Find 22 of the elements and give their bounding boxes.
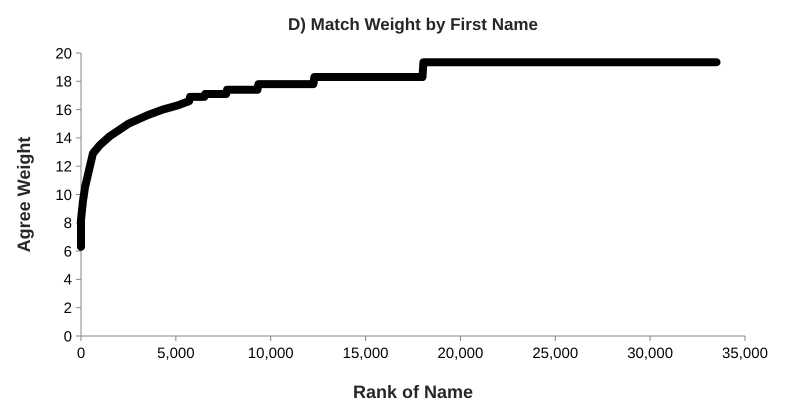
y-tick-label: 10 (55, 186, 72, 204)
y-tick-label: 6 (64, 243, 72, 260)
y-tick-label: 16 (55, 102, 72, 119)
x-tick-label: 15,000 (342, 345, 389, 362)
x-axis-title: Rank of Name (352, 382, 474, 402)
x-tick-label: 20,000 (437, 345, 484, 362)
x-tick-label: 10,000 (248, 345, 294, 362)
y-tick-label: 4 (64, 272, 72, 289)
x-tick-label: 30,000 (627, 345, 674, 362)
y-axis-title: Agree Weight (14, 136, 34, 252)
y-tick-label: 2 (64, 300, 72, 317)
y-tick-label: 20 (55, 45, 72, 62)
y-tick-label: 18 (55, 74, 72, 91)
x-tick-label: 25,000 (532, 345, 578, 362)
x-tick-label: 5,000 (157, 345, 195, 362)
chart-title: D) Match Weight by First Name (288, 15, 538, 34)
y-tick-label: 0 (64, 328, 72, 346)
x-tick-label: 0 (76, 345, 86, 362)
y-tick-label: 12 (55, 158, 72, 176)
x-tick-label: 35,000 (722, 345, 768, 362)
y-tick-label: 14 (55, 130, 72, 148)
y-tick-label: 8 (64, 215, 72, 232)
